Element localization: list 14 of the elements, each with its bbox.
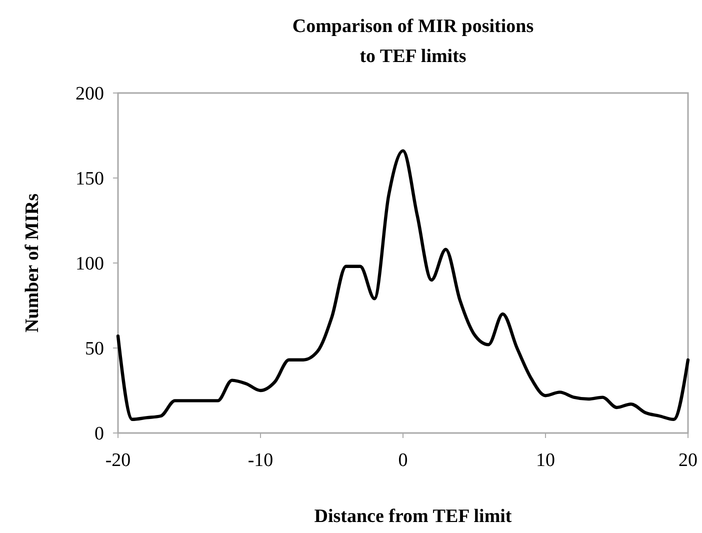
- line-series: [116, 149, 690, 421]
- x-tick-label: -20: [105, 450, 131, 471]
- y-tick-label: 100: [76, 254, 104, 275]
- x-tick-label: 0: [398, 450, 408, 471]
- x-tick-label: 10: [536, 450, 555, 471]
- y-tick-label: 50: [85, 338, 104, 360]
- y-axis-title: Number of MIRs: [22, 194, 43, 332]
- y-tick-label: 0: [94, 424, 104, 445]
- y-tick-label: 150: [76, 168, 104, 190]
- x-tick-label: -10: [248, 450, 274, 471]
- y-tick-label: 200: [76, 84, 104, 105]
- chart-title: Comparison of MIR positions to TEF limits: [292, 16, 534, 67]
- x-tick-label: 20: [678, 450, 698, 471]
- x-axis-title: Distance from TEF limit: [314, 506, 512, 527]
